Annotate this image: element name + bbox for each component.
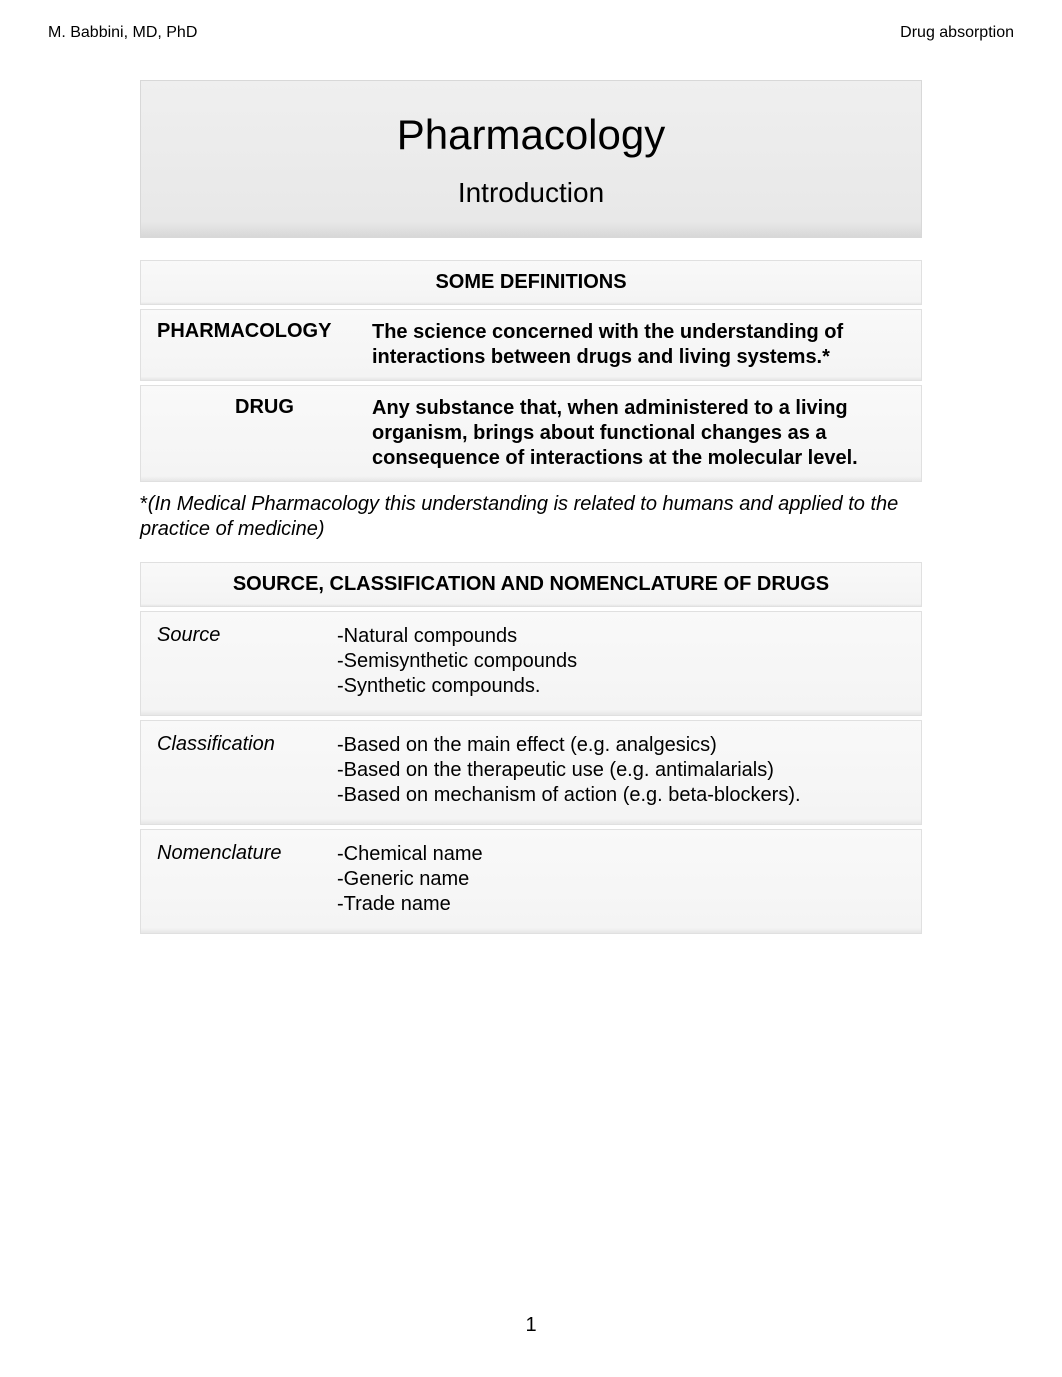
- definitions-heading: SOME DEFINITIONS: [140, 260, 922, 305]
- scn-line: -Based on the main effect (e.g. analgesi…: [337, 733, 905, 758]
- scn-term: Classification: [157, 733, 337, 808]
- document-content: Pharmacology Introduction SOME DEFINITIO…: [140, 80, 922, 938]
- scn-heading: SOURCE, CLASSIFICATION AND NOMENCLATURE …: [140, 562, 922, 607]
- title-panel: Pharmacology Introduction: [140, 80, 922, 238]
- scn-body: -Based on the main effect (e.g. analgesi…: [337, 733, 905, 808]
- scn-line: -Natural compounds: [337, 624, 905, 649]
- scn-line: -Based on mechanism of action (e.g. beta…: [337, 783, 905, 808]
- scn-line: -Trade name: [337, 892, 905, 917]
- definition-term: PHARMACOLOGY: [157, 320, 372, 370]
- scn-body: -Natural compounds -Semisynthetic compou…: [337, 624, 905, 699]
- definition-row: PHARMACOLOGY The science concerned with …: [140, 309, 922, 381]
- scn-line: -Generic name: [337, 867, 905, 892]
- scn-body: -Chemical name -Generic name -Trade name: [337, 842, 905, 917]
- scn-line: -Synthetic compounds.: [337, 674, 905, 699]
- scn-term: Source: [157, 624, 337, 699]
- scn-row: Source -Natural compounds -Semisynthetic…: [140, 611, 922, 716]
- scn-line: -Semisynthetic compounds: [337, 649, 905, 674]
- footnote-asterisk: *: [140, 493, 148, 515]
- scn-row: Classification -Based on the main effect…: [140, 720, 922, 825]
- definition-term: DRUG: [157, 396, 372, 471]
- scn-line: -Based on the therapeutic use (e.g. anti…: [337, 758, 905, 783]
- title-subtitle: Introduction: [141, 177, 921, 209]
- footnote: *(In Medical Pharmacology this understan…: [140, 492, 922, 542]
- scn-line: -Chemical name: [337, 842, 905, 867]
- page-number: 1: [0, 1314, 1062, 1337]
- header-topic: Drug absorption: [900, 24, 1014, 42]
- footnote-text: (In Medical Pharmacology this understand…: [140, 493, 898, 540]
- header-author: M. Babbini, MD, PhD: [48, 24, 197, 42]
- scn-term: Nomenclature: [157, 842, 337, 917]
- title-main: Pharmacology: [141, 111, 921, 159]
- scn-row: Nomenclature -Chemical name -Generic nam…: [140, 829, 922, 934]
- definition-body: The science concerned with the understan…: [372, 320, 905, 370]
- definition-row: DRUG Any substance that, when administer…: [140, 385, 922, 482]
- definition-body: Any substance that, when administered to…: [372, 396, 905, 471]
